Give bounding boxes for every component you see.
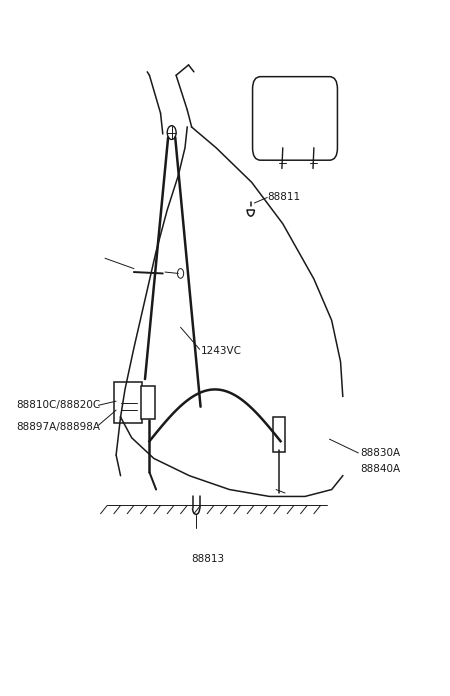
Text: 88813: 88813 [192,553,225,564]
Text: 88840A: 88840A [360,464,400,474]
Text: 88830A: 88830A [360,448,400,458]
Text: 88810C/88820C: 88810C/88820C [16,400,100,411]
FancyBboxPatch shape [274,417,285,452]
FancyBboxPatch shape [114,382,142,423]
Text: 88897A/88898A: 88897A/88898A [16,422,100,432]
FancyBboxPatch shape [141,386,155,419]
Text: 88811: 88811 [267,193,300,203]
FancyBboxPatch shape [252,77,338,160]
Text: 1243VC: 1243VC [201,347,242,356]
